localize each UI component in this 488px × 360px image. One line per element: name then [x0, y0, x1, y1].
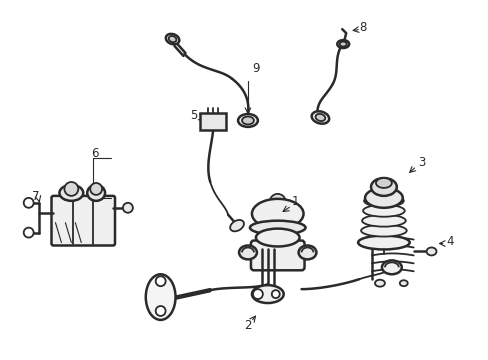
Circle shape	[90, 183, 102, 195]
Ellipse shape	[370, 178, 396, 196]
Ellipse shape	[165, 34, 179, 44]
Circle shape	[252, 289, 263, 299]
Ellipse shape	[360, 225, 406, 237]
Ellipse shape	[374, 280, 384, 287]
Ellipse shape	[362, 205, 404, 217]
Ellipse shape	[381, 260, 401, 274]
Ellipse shape	[298, 246, 316, 260]
Ellipse shape	[311, 111, 328, 124]
Text: 3: 3	[418, 156, 425, 168]
Circle shape	[269, 194, 285, 210]
Ellipse shape	[168, 36, 176, 42]
Ellipse shape	[251, 285, 283, 303]
Ellipse shape	[365, 188, 402, 208]
Ellipse shape	[337, 40, 348, 48]
Ellipse shape	[145, 274, 175, 320]
Circle shape	[155, 276, 165, 286]
Ellipse shape	[60, 185, 83, 201]
Text: 4: 4	[446, 235, 453, 248]
Ellipse shape	[230, 220, 244, 231]
Ellipse shape	[242, 117, 253, 125]
FancyBboxPatch shape	[200, 113, 225, 130]
Ellipse shape	[315, 114, 325, 121]
Ellipse shape	[249, 221, 305, 235]
Ellipse shape	[399, 280, 407, 286]
Text: 9: 9	[251, 62, 259, 75]
Circle shape	[155, 306, 165, 316]
Circle shape	[24, 198, 34, 208]
Text: 1: 1	[291, 195, 299, 208]
FancyBboxPatch shape	[250, 240, 304, 270]
Ellipse shape	[375, 178, 391, 188]
Text: 8: 8	[358, 21, 366, 34]
Text: 7: 7	[32, 190, 39, 203]
Ellipse shape	[364, 195, 403, 207]
Ellipse shape	[426, 247, 436, 255]
Ellipse shape	[239, 246, 256, 260]
Text: 2: 2	[244, 319, 251, 332]
Text: 6: 6	[91, 147, 99, 160]
Ellipse shape	[357, 235, 409, 249]
Ellipse shape	[251, 199, 303, 229]
Circle shape	[271, 290, 279, 298]
Circle shape	[64, 182, 78, 196]
Ellipse shape	[238, 114, 257, 127]
Ellipse shape	[87, 185, 105, 201]
Circle shape	[24, 228, 34, 238]
FancyBboxPatch shape	[51, 196, 115, 246]
Ellipse shape	[361, 215, 405, 227]
Ellipse shape	[255, 229, 299, 247]
Text: 5: 5	[190, 109, 197, 122]
Ellipse shape	[339, 41, 346, 46]
Circle shape	[122, 203, 133, 213]
